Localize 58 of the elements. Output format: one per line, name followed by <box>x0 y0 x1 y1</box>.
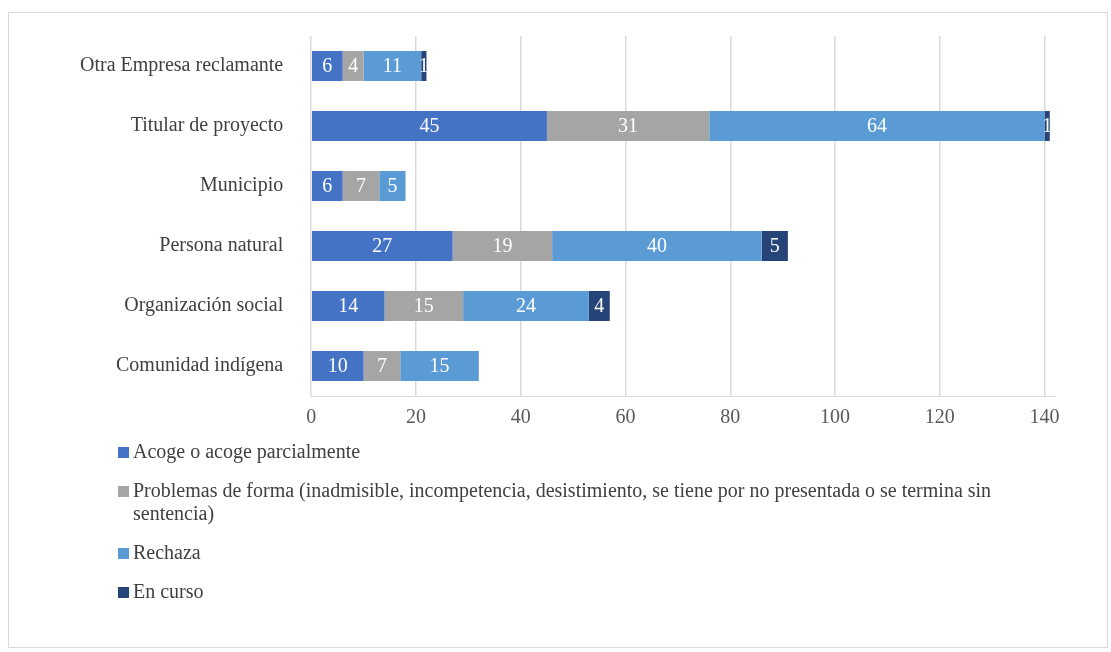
bar <box>311 351 364 381</box>
data-label: 7 <box>376 354 387 377</box>
x-tick-label: 100 <box>820 405 851 428</box>
x-tick-label: 80 <box>720 405 741 428</box>
bar <box>311 291 385 321</box>
x-tick-label: 140 <box>1029 405 1060 428</box>
bar <box>552 231 762 261</box>
x-tick-label: 60 <box>615 405 636 428</box>
bar <box>311 231 453 261</box>
data-label: 15 <box>413 294 434 317</box>
data-label: 31 <box>618 114 639 137</box>
x-tick-label: 20 <box>405 405 426 428</box>
bar <box>342 171 380 201</box>
y-tick-label: Persona natural <box>159 233 284 256</box>
bar <box>311 51 343 81</box>
bar <box>452 231 553 261</box>
y-tick-label: Titular de proyecto <box>130 113 284 137</box>
data-label: 27 <box>372 234 393 257</box>
bar <box>546 111 710 141</box>
data-label: 24 <box>515 294 536 317</box>
data-label: 4 <box>594 294 605 317</box>
data-label: 15 <box>429 354 450 377</box>
y-tick-label: Otra Empresa reclamante <box>79 53 284 77</box>
legend-label: Acoge o acoge parcialmente <box>133 440 361 463</box>
data-label: 14 <box>338 294 359 317</box>
bar <box>379 171 406 201</box>
bar <box>384 291 464 321</box>
data-label: 64 <box>866 114 887 137</box>
x-tick-label: 0 <box>306 405 317 428</box>
legend-label: Rechaza <box>133 541 201 564</box>
data-label: 1 <box>418 54 429 77</box>
data-label: 4 <box>348 54 359 77</box>
data-label: 40 <box>646 234 667 257</box>
data-label: 5 <box>387 174 398 197</box>
data-label: 11 <box>382 54 403 77</box>
data-label: 6 <box>322 174 333 197</box>
y-tick-label: Comunidad indígena <box>116 353 284 377</box>
data-label: 6 <box>322 54 333 77</box>
bar <box>311 111 547 141</box>
bar <box>761 231 788 261</box>
y-tick-label: Municipio <box>199 173 284 197</box>
x-tick-label: 120 <box>924 405 955 428</box>
bar <box>363 51 422 81</box>
bar <box>363 351 401 381</box>
bar <box>311 171 343 201</box>
data-label: 1 <box>1042 114 1053 137</box>
data-label: 10 <box>327 354 348 377</box>
data-label: 7 <box>355 174 366 197</box>
y-tick-label: Organización social <box>124 293 284 317</box>
legend-label: En curso <box>133 580 204 603</box>
bar <box>709 111 1045 141</box>
data-label: 5 <box>769 234 780 257</box>
bar <box>463 291 589 321</box>
bar <box>400 351 479 381</box>
legend-label: Problemas de forma (inadmisible, incompetencia, desistimiento, se tiene por no presentada o se termina sin sentencia) <box>133 479 993 525</box>
x-tick-label: 40 <box>510 405 531 428</box>
data-label: 45 <box>419 114 440 137</box>
data-label: 19 <box>492 234 513 257</box>
